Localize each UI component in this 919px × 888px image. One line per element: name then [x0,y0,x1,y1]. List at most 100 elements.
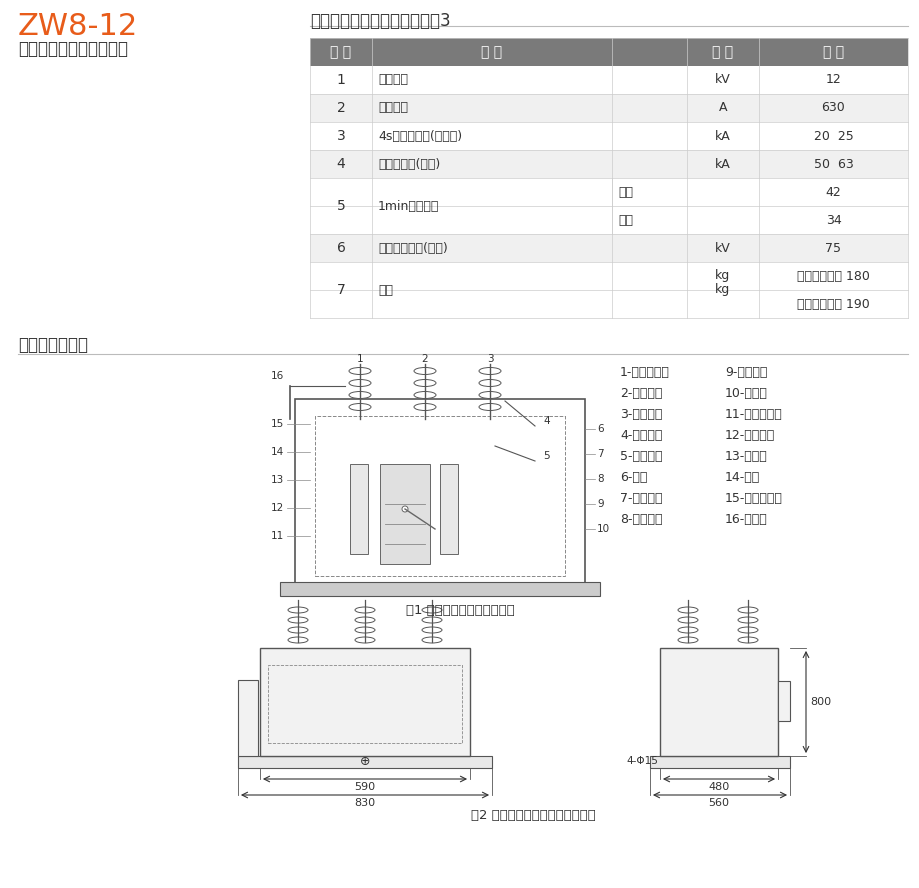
Text: 质量: 质量 [378,283,392,297]
Bar [310,38,907,66]
Text: 16: 16 [270,371,283,381]
Text: 7-触头弹簧: 7-触头弹簧 [619,492,662,505]
Bar [310,122,907,150]
Text: 800: 800 [809,697,830,707]
Ellipse shape [422,607,441,613]
Text: 7: 7 [336,283,345,297]
Ellipse shape [414,403,436,410]
Text: 组合断路器主要技术参数见表3: 组合断路器主要技术参数见表3 [310,12,450,30]
Ellipse shape [737,607,757,613]
Bar [295,399,584,584]
Bar [439,464,458,554]
Bar [310,178,907,206]
Text: 14: 14 [270,447,283,457]
Text: 1: 1 [357,354,363,364]
Text: 干试: 干试 [618,186,632,199]
Text: 湿试: 湿试 [618,213,632,226]
Text: 75: 75 [824,242,841,255]
Text: 50  63: 50 63 [812,157,853,170]
Text: 6-拐辁: 6-拐辁 [619,471,647,484]
Bar [310,94,907,122]
Ellipse shape [355,627,375,633]
Text: 560: 560 [708,798,729,808]
Text: 10-软联结: 10-软联结 [724,387,767,400]
Text: 12: 12 [824,74,841,86]
Text: 11: 11 [270,531,283,541]
Text: 7: 7 [596,449,603,459]
Bar [777,681,789,721]
Text: 630: 630 [821,101,845,115]
Text: 20  25: 20 25 [812,130,853,142]
Bar [238,756,492,768]
Text: 4: 4 [336,157,345,171]
Text: 1-分闸缓冲器: 1-分闸缓冲器 [619,366,669,379]
Text: 6: 6 [336,241,345,255]
Ellipse shape [737,617,757,623]
Text: 2-三相转轴: 2-三相转轴 [619,387,662,400]
Bar [238,680,257,756]
Text: 34: 34 [824,213,841,226]
Text: 单 位: 单 位 [711,45,732,59]
Ellipse shape [414,368,436,375]
Bar [659,648,777,756]
Ellipse shape [677,607,698,613]
Text: 16-导电杆: 16-导电杆 [724,513,767,526]
Text: 5: 5 [336,199,345,213]
Bar [310,150,907,178]
Text: kV: kV [714,74,730,86]
Circle shape [402,506,407,512]
Ellipse shape [414,379,436,386]
Text: 1min工频耐压: 1min工频耐压 [378,200,439,212]
Text: 13: 13 [270,475,283,485]
Ellipse shape [677,637,698,643]
Text: 14-箱体: 14-箱体 [724,471,759,484]
Text: 15: 15 [270,419,283,429]
Text: 配手动机构： 180: 配手动机构： 180 [796,269,869,282]
Text: 雷电冲击耐压(峰値): 雷电冲击耐压(峰値) [378,242,448,255]
Text: 配电动机构： 190: 配电动机构： 190 [796,297,869,311]
Text: 3: 3 [336,129,345,143]
Text: kV: kV [714,242,730,255]
Ellipse shape [422,617,441,623]
Ellipse shape [348,403,370,410]
Ellipse shape [422,627,441,633]
Bar [650,756,789,768]
Ellipse shape [479,379,501,386]
Text: 10: 10 [596,524,609,534]
Bar [260,648,470,756]
Text: 3-分闸拉杆: 3-分闸拉杆 [619,408,662,421]
Bar [310,234,907,262]
Text: 11-真空灭弧室: 11-真空灭弧室 [724,408,782,421]
Ellipse shape [737,637,757,643]
Text: 9: 9 [596,499,603,509]
Ellipse shape [288,627,308,633]
Ellipse shape [677,617,698,623]
Text: 数 据: 数 据 [822,45,843,59]
Text: 5-绵缘拉杆: 5-绵缘拉杆 [619,450,662,463]
Text: 户外高压交流真空断路器: 户外高压交流真空断路器 [18,40,128,58]
Bar [349,464,368,554]
Text: 2: 2 [421,354,428,364]
Text: 图2 断路器外形尺寸及安装尺寸图: 图2 断路器外形尺寸及安装尺寸图 [471,809,595,822]
Ellipse shape [348,379,370,386]
Ellipse shape [479,403,501,410]
Text: 2: 2 [336,101,345,115]
Ellipse shape [355,617,375,623]
Text: 5: 5 [542,451,549,461]
Text: 名 称: 名 称 [481,45,502,59]
Ellipse shape [348,368,370,375]
Text: 480: 480 [708,782,729,792]
Bar [380,464,429,564]
Bar [310,290,907,318]
Text: 外形及安装尺寸: 外形及安装尺寸 [18,336,88,354]
Text: 图1 断路器本体内部结构示意: 图1 断路器本体内部结构示意 [405,604,514,617]
Ellipse shape [348,392,370,399]
Text: 3: 3 [486,354,493,364]
Text: 12: 12 [270,503,283,513]
Text: 额定电压: 额定电压 [378,74,407,86]
Bar [314,416,564,576]
Text: 6: 6 [596,424,603,434]
Text: ZW8-12: ZW8-12 [18,12,138,41]
Text: A: A [718,101,726,115]
Ellipse shape [355,607,375,613]
